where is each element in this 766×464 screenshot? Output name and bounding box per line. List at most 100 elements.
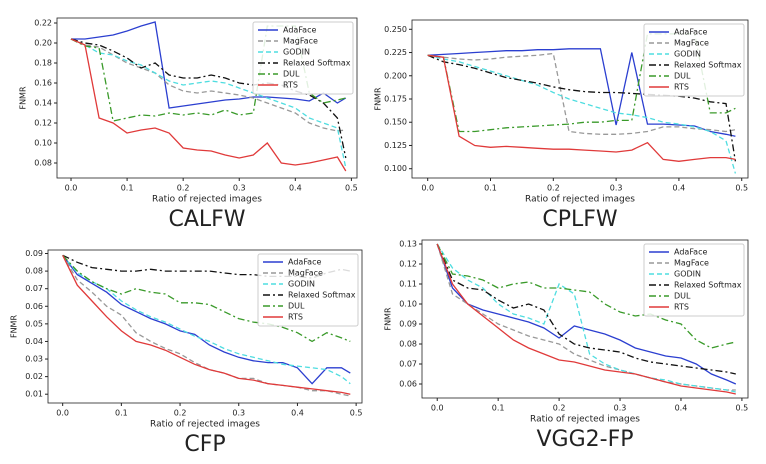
chart-title: CALFW xyxy=(168,207,245,232)
series-line xyxy=(70,38,347,169)
series-line xyxy=(71,21,347,109)
y-tick-label: 0.04 xyxy=(25,337,43,346)
series-line xyxy=(427,54,737,162)
y-tick-label: 0.12 xyxy=(399,260,417,269)
x-axis-label: Ratio of rejected images xyxy=(152,195,262,205)
legend-label: Relaxed Softmax xyxy=(288,291,356,300)
legend-box xyxy=(257,253,359,327)
legend-label: DUL xyxy=(283,70,300,79)
x-tick-label: 0.2 xyxy=(547,184,560,193)
x-tick-label: 0.4 xyxy=(289,184,302,193)
series-line xyxy=(62,255,351,395)
x-tick-label: 0.0 xyxy=(65,184,78,193)
y-tick-label: 0.175 xyxy=(384,95,407,104)
y-axis-label: FNMR xyxy=(10,315,19,338)
legend-label: AdaFace xyxy=(674,248,707,257)
chart-title: CPLFW xyxy=(542,207,618,232)
x-axis-label: Ratio of rejected images xyxy=(525,195,635,205)
y-tick-label: 0.20 xyxy=(34,39,52,48)
series-line xyxy=(70,38,347,159)
series-line xyxy=(436,243,736,375)
y-tick-label: 0.07 xyxy=(25,284,43,293)
legend-label: RTS xyxy=(288,313,303,322)
legend-label: MagFace xyxy=(283,37,318,46)
legend-label: Relaxed Softmax xyxy=(674,281,742,290)
y-tick-label: 0.200 xyxy=(384,71,407,80)
x-axis-label: Ratio of rejected images xyxy=(530,415,640,425)
legend-label: DUL xyxy=(288,302,305,311)
legend-label: AdaFace xyxy=(283,26,316,35)
x-tick-label: 0.4 xyxy=(675,404,688,413)
legend-label: Relaxed Softmax xyxy=(283,59,351,68)
legend-label: GODIN xyxy=(674,50,701,59)
series-line xyxy=(62,254,351,385)
legend-box xyxy=(643,243,745,317)
series-line xyxy=(62,254,351,343)
x-tick-label: 0.5 xyxy=(350,409,363,418)
x-tick-label: 0.4 xyxy=(291,409,304,418)
y-tick-label: 0.09 xyxy=(399,320,417,329)
x-tick-label: 0.1 xyxy=(492,404,505,413)
legend-label: MagFace xyxy=(288,269,323,278)
series-line xyxy=(427,54,737,174)
y-tick-label: 0.09 xyxy=(25,249,43,258)
y-tick-label: 0.06 xyxy=(399,380,417,389)
y-tick-label: 0.225 xyxy=(384,48,407,57)
x-tick-label: 0.3 xyxy=(233,184,246,193)
legend-label: Relaxed Softmax xyxy=(674,61,742,70)
legend-label: GODIN xyxy=(283,48,310,57)
legend-label: RTS xyxy=(674,303,689,312)
series-line xyxy=(427,48,736,137)
x-tick-label: 0.5 xyxy=(345,184,358,193)
y-tick-label: 0.03 xyxy=(25,355,43,364)
y-tick-label: 0.250 xyxy=(384,25,407,34)
x-tick-label: 0.5 xyxy=(735,184,748,193)
legend-box xyxy=(643,23,745,97)
x-tick-label: 0.0 xyxy=(431,404,444,413)
series-line xyxy=(62,254,351,385)
series-line xyxy=(436,243,736,395)
x-tick-label: 0.3 xyxy=(610,184,623,193)
x-tick-label: 0.3 xyxy=(232,409,245,418)
legend-label: GODIN xyxy=(674,270,701,279)
x-tick-label: 0.3 xyxy=(614,404,627,413)
y-tick-label: 0.14 xyxy=(34,99,52,108)
chart-title: CFP xyxy=(184,432,225,457)
y-axis-label: FNMR xyxy=(374,87,383,110)
y-tick-label: 0.10 xyxy=(34,139,52,148)
y-tick-label: 0.01 xyxy=(25,390,43,399)
y-tick-label: 0.125 xyxy=(384,141,407,150)
chart-title: VGG2-FP xyxy=(536,427,633,452)
legend-label: GODIN xyxy=(288,280,315,289)
x-tick-label: 0.1 xyxy=(121,184,134,193)
y-tick-label: 0.22 xyxy=(34,19,52,28)
legend-box xyxy=(252,21,354,95)
y-tick-label: 0.150 xyxy=(384,118,407,127)
legend-label: AdaFace xyxy=(674,28,707,37)
y-axis-label: FNMR xyxy=(384,307,393,330)
x-tick-label: 0.0 xyxy=(56,409,69,418)
y-tick-label: 0.02 xyxy=(25,372,43,381)
y-tick-label: 0.08 xyxy=(34,159,52,168)
y-tick-label: 0.13 xyxy=(399,240,417,249)
y-tick-label: 0.10 xyxy=(399,300,417,309)
series-line xyxy=(70,38,347,172)
x-tick-label: 0.2 xyxy=(174,409,187,418)
y-tick-label: 0.100 xyxy=(384,164,407,173)
x-tick-label: 0.1 xyxy=(115,409,128,418)
legend-label: AdaFace xyxy=(288,258,321,267)
series-line xyxy=(427,54,736,162)
x-tick-label: 0.2 xyxy=(177,184,190,193)
x-tick-label: 0.1 xyxy=(484,184,497,193)
y-tick-label: 0.16 xyxy=(34,79,52,88)
y-axis-label: FNMR xyxy=(19,86,28,109)
legend-label: RTS xyxy=(283,81,298,90)
series-line xyxy=(427,52,736,135)
y-tick-label: 0.18 xyxy=(34,59,52,68)
x-tick-label: 0.2 xyxy=(553,404,566,413)
series-line xyxy=(62,254,351,279)
series-line xyxy=(436,243,736,349)
x-tick-label: 0.4 xyxy=(673,184,686,193)
y-tick-label: 0.06 xyxy=(25,302,43,311)
